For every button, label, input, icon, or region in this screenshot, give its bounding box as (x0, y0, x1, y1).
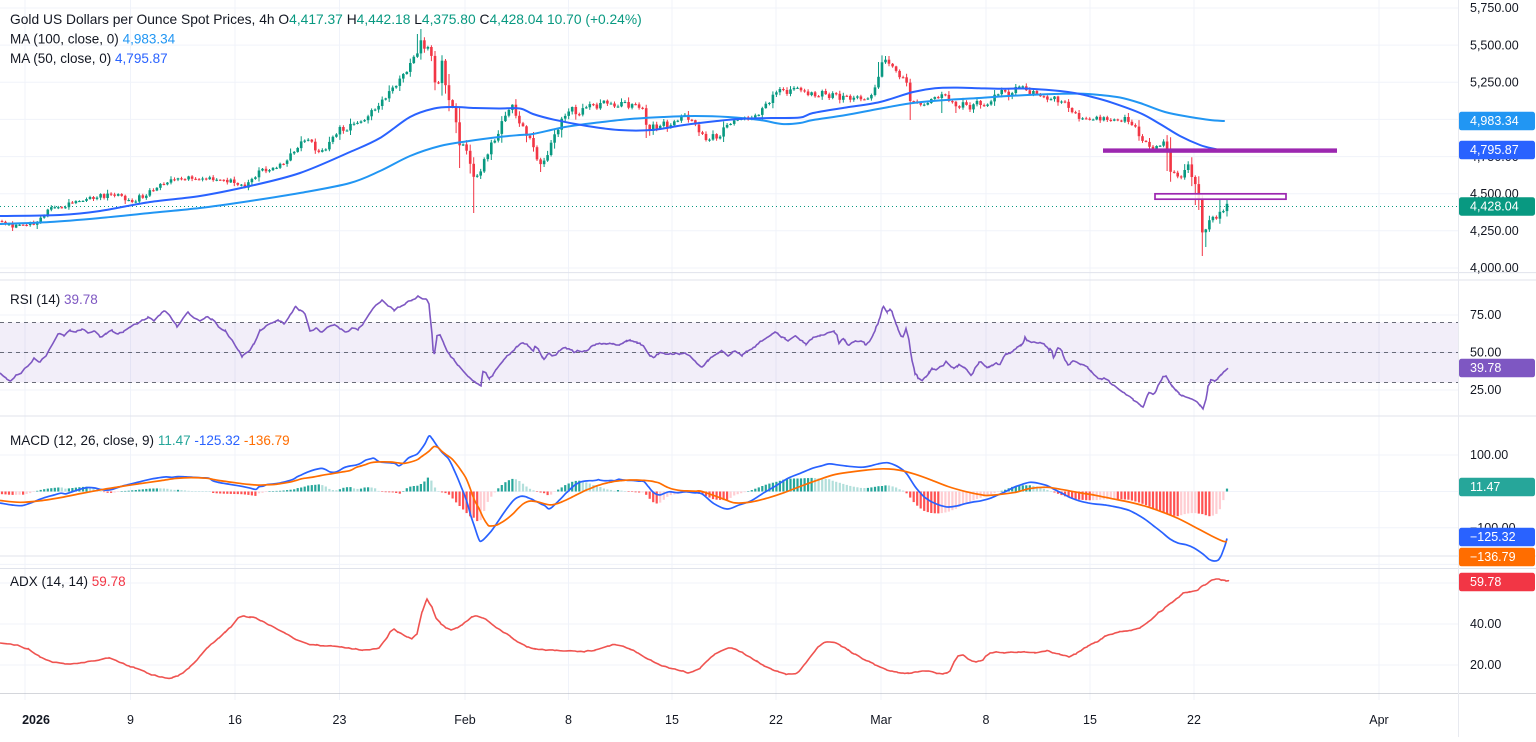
svg-text:22: 22 (769, 713, 783, 727)
svg-text:Apr: Apr (1369, 713, 1388, 727)
svg-text:39.78: 39.78 (1470, 361, 1501, 375)
svg-text:−136.79: −136.79 (1470, 550, 1516, 564)
svg-text:ADX (14, 14) 59.78: ADX (14, 14) 59.78 (10, 574, 126, 589)
svg-text:2026: 2026 (22, 713, 50, 727)
svg-text:8: 8 (565, 713, 572, 727)
svg-text:4,250.00: 4,250.00 (1470, 224, 1519, 238)
svg-text:9: 9 (127, 713, 134, 727)
svg-text:MA (100, close, 0) 4,983.34: MA (100, close, 0) 4,983.34 (10, 32, 176, 47)
svg-text:5,750.00: 5,750.00 (1470, 1, 1519, 15)
svg-text:8: 8 (983, 713, 990, 727)
svg-text:23: 23 (333, 713, 347, 727)
svg-text:MA (50, close, 0) 4,795.87: MA (50, close, 0) 4,795.87 (10, 51, 168, 66)
svg-text:RSI (14) 39.78: RSI (14) 39.78 (10, 292, 98, 307)
svg-text:50.00: 50.00 (1470, 346, 1501, 360)
svg-text:−125.32: −125.32 (1470, 530, 1516, 544)
svg-text:MACD (12, 26, close, 9) 11.47: MACD (12, 26, close, 9) 11.47 -125.32 -1… (10, 433, 290, 448)
svg-text:5,500.00: 5,500.00 (1470, 38, 1519, 52)
svg-text:16: 16 (228, 713, 242, 727)
svg-text:15: 15 (665, 713, 679, 727)
svg-text:22: 22 (1187, 713, 1201, 727)
svg-text:59.78: 59.78 (1470, 575, 1501, 589)
svg-text:4,000.00: 4,000.00 (1470, 261, 1519, 275)
svg-text:4,983.34: 4,983.34 (1470, 114, 1519, 128)
svg-text:15: 15 (1083, 713, 1097, 727)
svg-text:75.00: 75.00 (1470, 308, 1501, 322)
svg-text:Feb: Feb (454, 713, 476, 727)
svg-text:25.00: 25.00 (1470, 383, 1501, 397)
svg-text:5,250.00: 5,250.00 (1470, 76, 1519, 90)
svg-text:40.00: 40.00 (1470, 617, 1501, 631)
svg-text:4,428.04: 4,428.04 (1470, 200, 1519, 214)
svg-text:100.00: 100.00 (1470, 448, 1508, 462)
svg-text:11.47: 11.47 (1470, 480, 1500, 494)
svg-text:20.00: 20.00 (1470, 658, 1501, 672)
svg-text:Mar: Mar (870, 713, 892, 727)
svg-text:Gold US Dollars per Ounce Spot: Gold US Dollars per Ounce Spot Prices, 4… (10, 12, 642, 27)
svg-text:4,795.87: 4,795.87 (1470, 143, 1519, 157)
